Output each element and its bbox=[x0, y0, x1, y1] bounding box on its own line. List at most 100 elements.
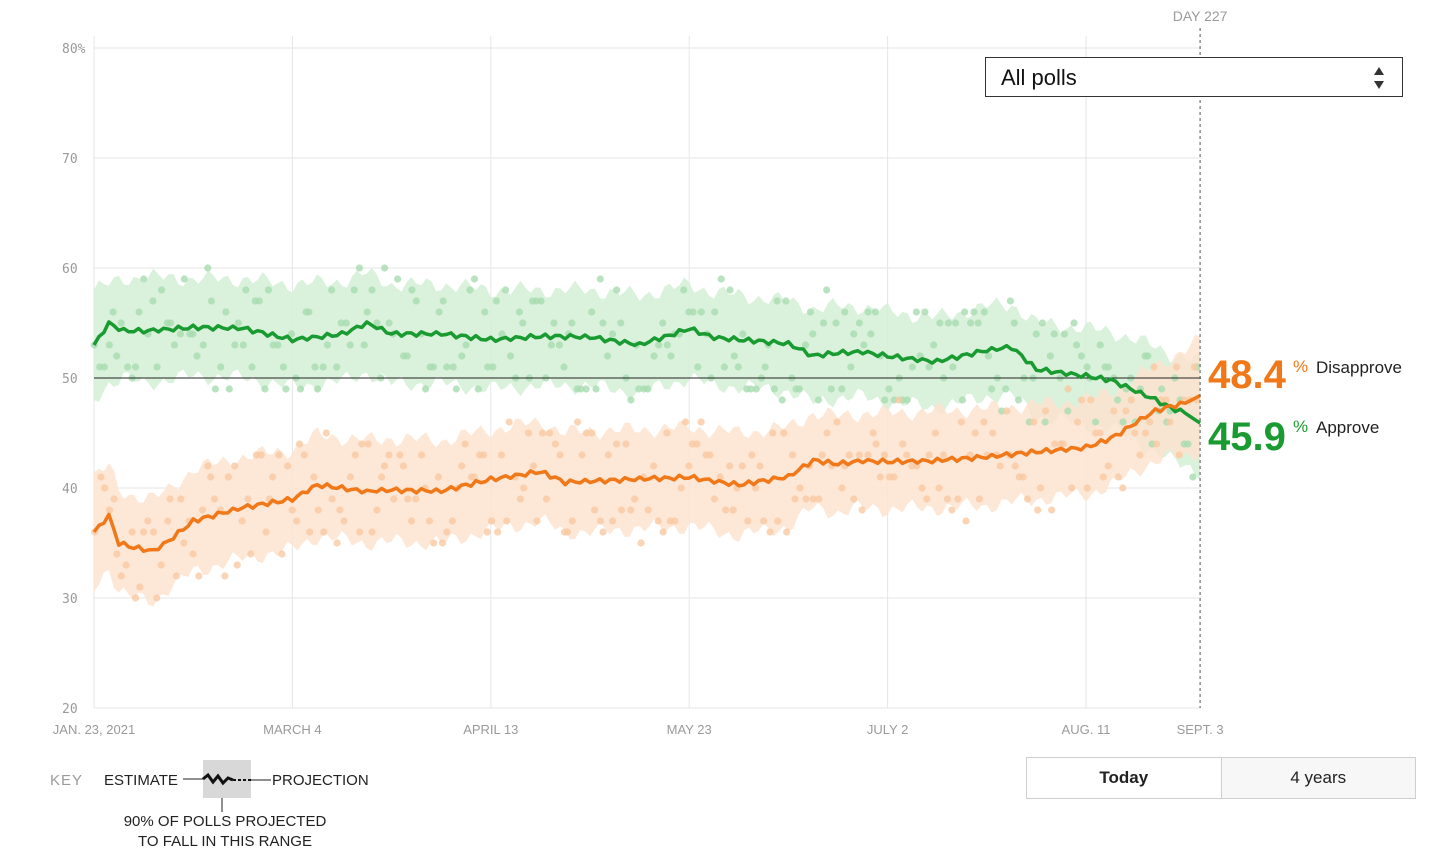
poll-dot bbox=[659, 319, 667, 327]
poll-dot bbox=[1166, 418, 1174, 426]
poll-dot bbox=[671, 517, 679, 525]
poll-dot bbox=[180, 539, 188, 547]
poll-dot bbox=[627, 506, 635, 514]
poll-dot bbox=[403, 352, 411, 360]
series-lines bbox=[92, 320, 1202, 553]
poll-dot bbox=[697, 418, 705, 426]
poll-dot bbox=[264, 286, 273, 294]
poll-dot bbox=[809, 495, 817, 503]
poll-dot bbox=[242, 286, 250, 294]
poll-dot bbox=[378, 473, 386, 481]
poll-dot bbox=[923, 495, 931, 503]
poll-dot bbox=[470, 473, 478, 481]
poll-dot bbox=[1046, 352, 1054, 360]
poll-dot bbox=[195, 572, 203, 580]
poll-dot bbox=[747, 385, 755, 393]
poll-dot bbox=[448, 517, 457, 525]
poll-dot bbox=[1073, 418, 1082, 426]
key-range-line-1: 90% OF POLLS PROJECTED bbox=[123, 813, 327, 830]
poll-dot bbox=[958, 396, 967, 404]
poll-dot bbox=[761, 363, 769, 371]
poll-dot bbox=[261, 385, 269, 393]
poll-dot bbox=[153, 363, 161, 371]
x-tick-label: MAY 23 bbox=[667, 722, 712, 737]
poll-dot bbox=[1019, 473, 1027, 481]
poll-dot bbox=[238, 517, 246, 525]
poll-dot bbox=[1099, 473, 1107, 481]
poll-dot bbox=[1096, 341, 1104, 349]
poll-dot bbox=[681, 418, 690, 426]
poll-dot bbox=[778, 396, 786, 404]
poll-dot bbox=[912, 308, 920, 316]
poll-dot bbox=[1113, 396, 1122, 404]
poll-dot bbox=[360, 341, 368, 349]
poll-dot bbox=[149, 297, 157, 305]
key-title: KEY bbox=[50, 772, 84, 789]
poll-dot bbox=[720, 363, 728, 371]
poll-dot bbox=[827, 385, 835, 393]
poll-dot bbox=[780, 429, 788, 437]
poll-dot bbox=[282, 385, 290, 393]
poll-dot bbox=[488, 517, 496, 525]
poll-dot bbox=[461, 440, 469, 448]
poll-dot bbox=[340, 517, 348, 525]
disapprove-label: Disapprove bbox=[1316, 358, 1402, 377]
timespan-toggle: Today 4 years bbox=[1026, 757, 1416, 799]
poll-type-dropdown[interactable]: All polls bbox=[985, 57, 1403, 97]
four-years-button[interactable]: 4 years bbox=[1220, 758, 1415, 798]
x-tick-label: APRIL 13 bbox=[463, 722, 518, 737]
poll-dot bbox=[255, 297, 263, 305]
poll-dot bbox=[608, 330, 617, 338]
poll-dot bbox=[533, 517, 541, 525]
poll-dot bbox=[588, 308, 596, 316]
poll-dot bbox=[481, 308, 489, 316]
poll-dot bbox=[1006, 297, 1014, 305]
poll-dot bbox=[1077, 396, 1086, 404]
poll-dot bbox=[1011, 462, 1019, 470]
poll-dot bbox=[539, 429, 547, 437]
poll-dot bbox=[319, 363, 327, 371]
disapprove-percent-sign: % bbox=[1293, 357, 1308, 376]
poll-dot bbox=[407, 517, 416, 525]
poll-dot bbox=[659, 528, 667, 536]
poll-dot bbox=[222, 308, 230, 316]
band-approve bbox=[94, 268, 1201, 480]
poll-dot bbox=[328, 286, 336, 294]
poll-dot bbox=[346, 473, 355, 481]
poll-dot bbox=[328, 495, 336, 503]
poll-dot bbox=[617, 506, 626, 514]
poll-dot bbox=[694, 363, 702, 371]
poll-dot bbox=[1059, 440, 1067, 448]
poll-dot bbox=[443, 528, 451, 536]
poll-dot bbox=[819, 319, 828, 327]
poll-dot bbox=[105, 506, 114, 514]
poll-dot bbox=[996, 462, 1004, 470]
poll-dot bbox=[305, 308, 313, 316]
poll-dot bbox=[466, 286, 474, 294]
poll-dot bbox=[885, 385, 893, 393]
poll-dot bbox=[871, 308, 880, 316]
poll-dot bbox=[231, 462, 239, 470]
key-diagram bbox=[183, 760, 271, 812]
poll-dot bbox=[1038, 319, 1047, 327]
poll-dot bbox=[207, 473, 215, 481]
poll-dot bbox=[850, 330, 858, 338]
poll-dot bbox=[164, 517, 172, 525]
poll-dot bbox=[1184, 440, 1192, 448]
poll-dot bbox=[547, 341, 555, 349]
poll-dot bbox=[396, 451, 404, 459]
poll-dot bbox=[412, 495, 420, 503]
poll-dot bbox=[1114, 473, 1122, 481]
poll-dot bbox=[157, 561, 165, 569]
poll-dot bbox=[217, 363, 225, 371]
poll-dot bbox=[1152, 440, 1161, 448]
poll-dot bbox=[739, 330, 747, 338]
dropdown-selected-value: All polls bbox=[1001, 65, 1077, 90]
poll-dot bbox=[516, 495, 524, 503]
poll-dot bbox=[850, 495, 858, 503]
approve-label: Approve bbox=[1316, 418, 1379, 437]
poll-dot bbox=[770, 385, 778, 393]
today-button[interactable]: Today bbox=[1027, 758, 1221, 798]
poll-dot bbox=[430, 539, 438, 547]
poll-dot bbox=[592, 385, 600, 393]
